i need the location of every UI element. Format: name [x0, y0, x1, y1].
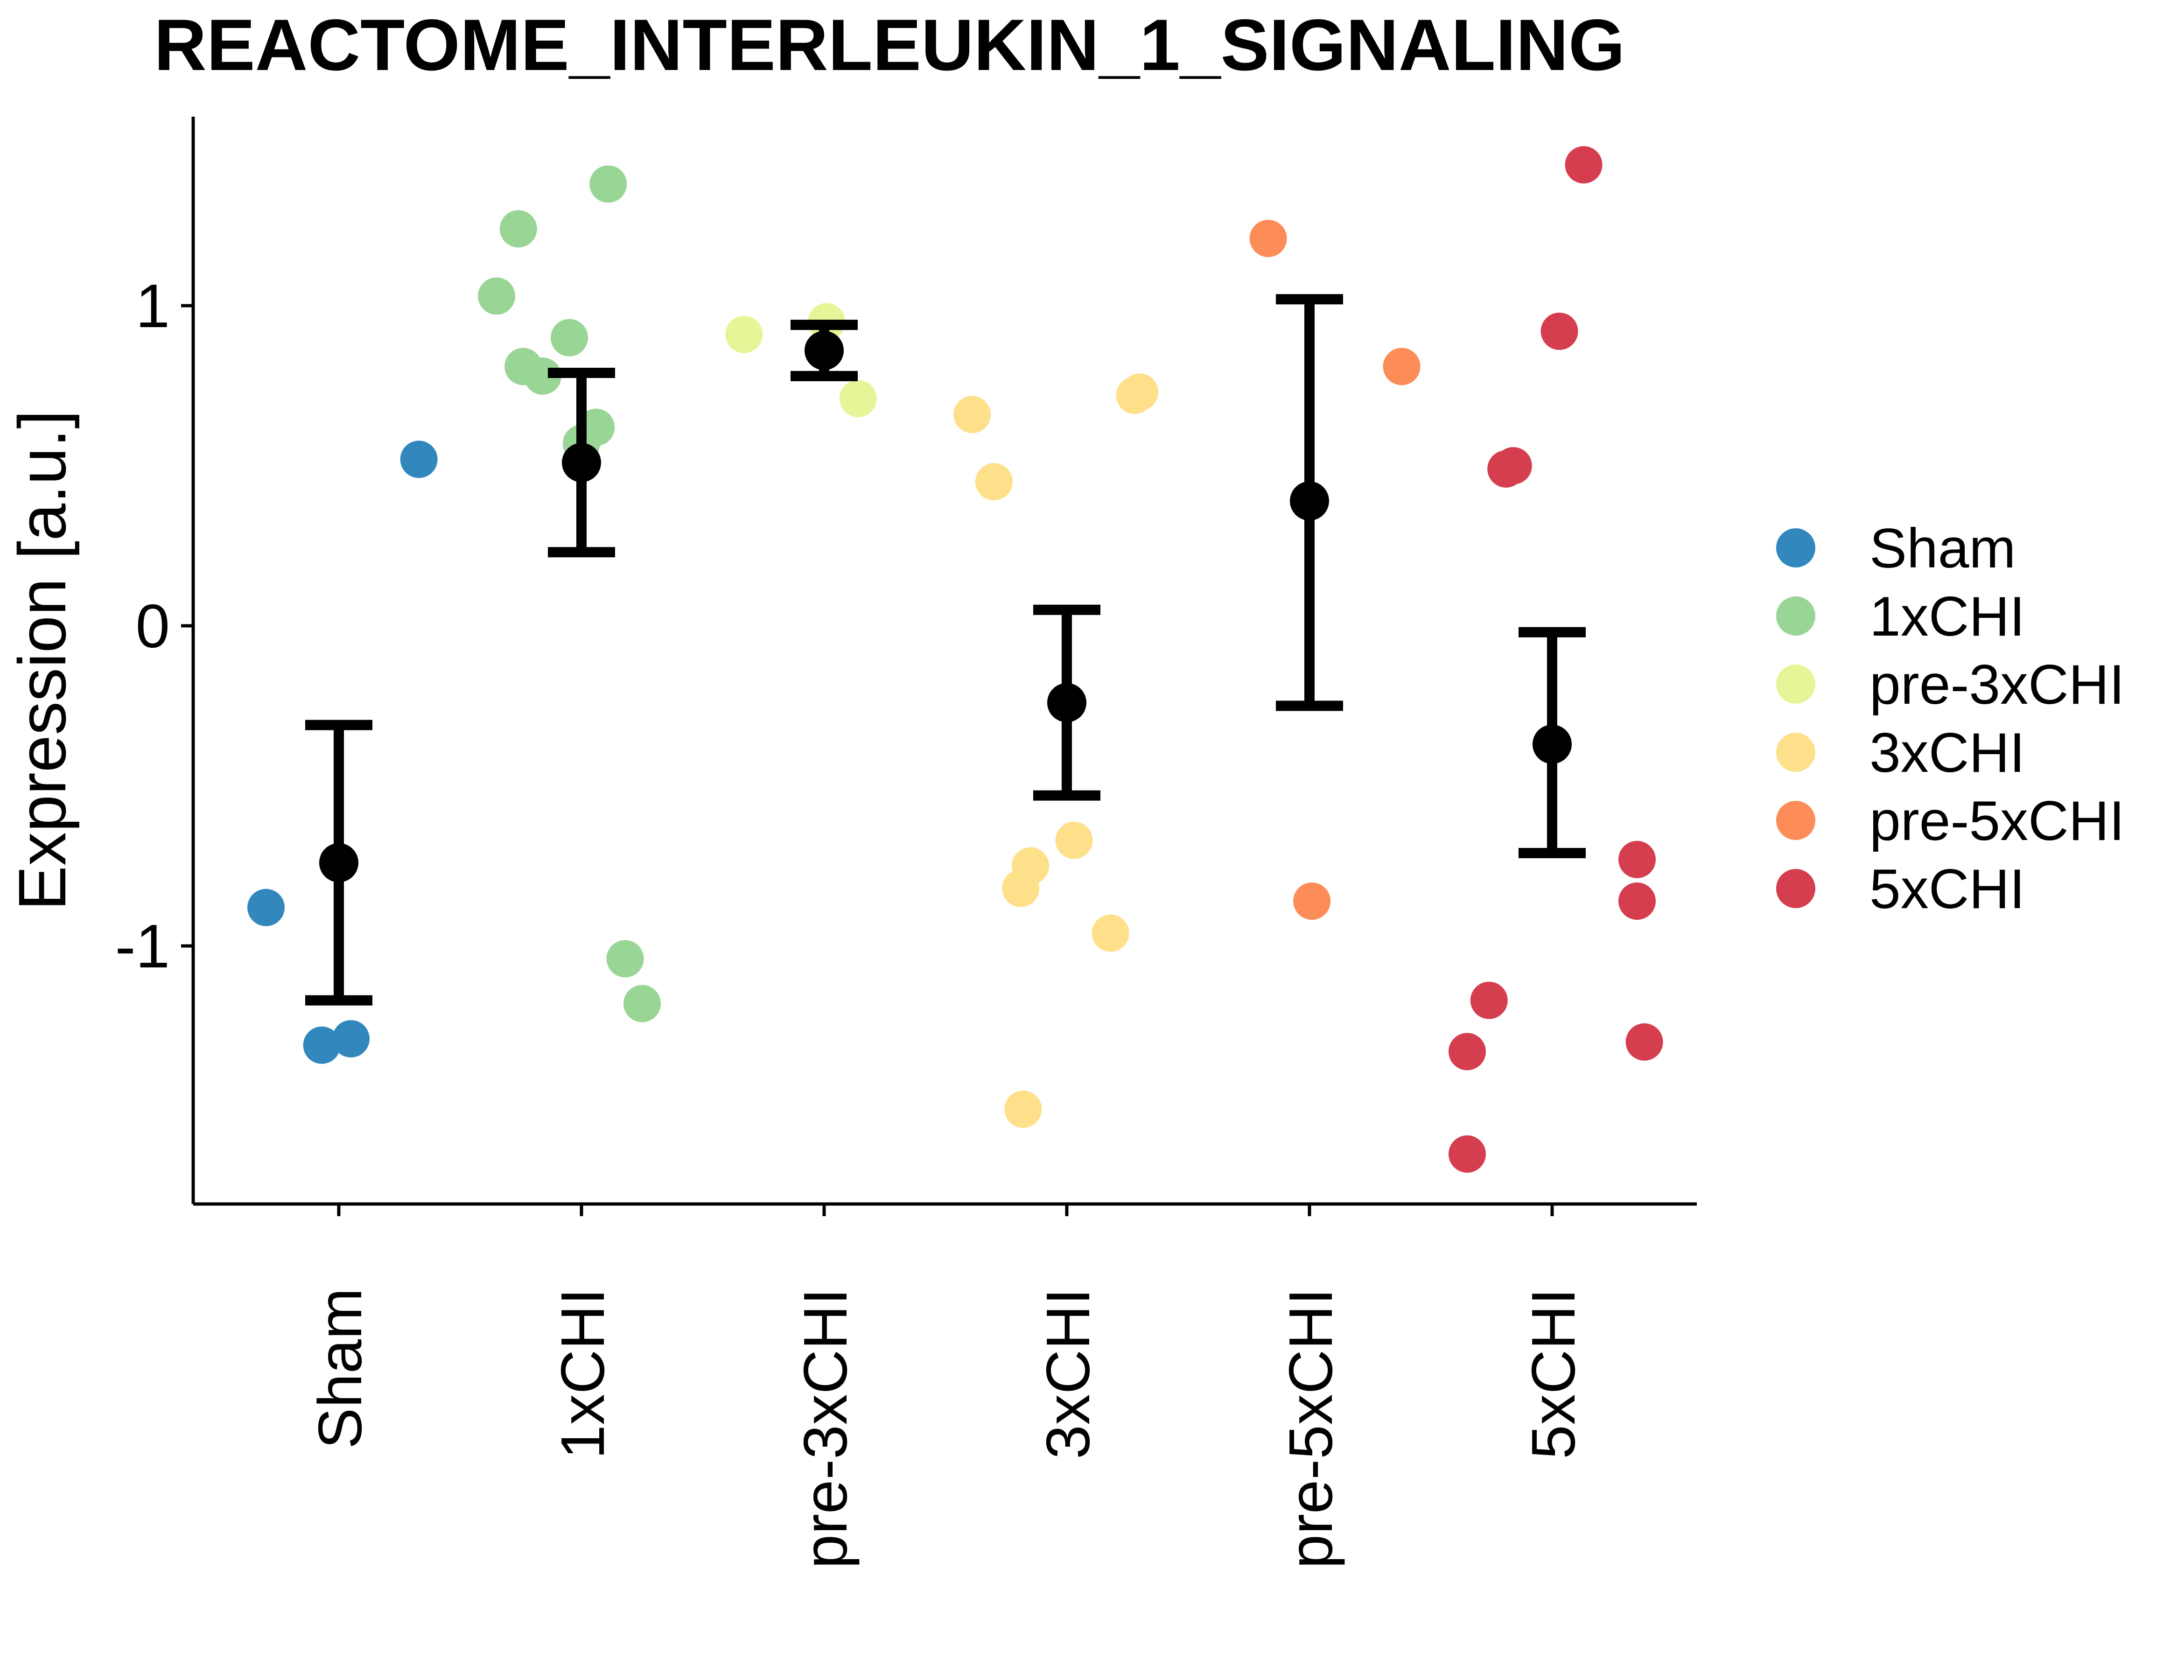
data-point-1xchi: [623, 985, 661, 1022]
x-tick-label-3xchi: 3xCHI: [1034, 1288, 1102, 1459]
legend-label: pre-5xCHI: [1869, 790, 2125, 852]
data-point-5xchi: [1565, 146, 1603, 184]
data-point-1xchi: [606, 940, 644, 978]
data-point-1xchi: [478, 277, 515, 315]
y-ticks: -1 0 1: [115, 272, 193, 980]
y-tick-label: -1: [115, 912, 170, 980]
legend-swatch: [1776, 528, 1815, 567]
y-tick-label: 1: [136, 272, 170, 340]
legend-item-pre-5xchi: pre-5xCHI: [1776, 790, 2125, 852]
error-bar-pre-5xchi: [1276, 294, 1343, 711]
data-point-5xchi: [1618, 840, 1656, 878]
mean-point-5xchi: [1533, 724, 1572, 764]
data-point-sham: [303, 1026, 341, 1064]
error-bar-5xchi: [1519, 627, 1586, 859]
chart-title: REACTOME_INTERLEUKIN_1_SIGNALING: [154, 5, 1625, 86]
legend-swatch: [1776, 733, 1815, 772]
error-bar-sham: [305, 720, 372, 1006]
legend-item-3xchi: 3xCHI: [1776, 721, 2025, 784]
data-point-3xchi: [1004, 1090, 1042, 1128]
y-tick-label: 0: [136, 592, 170, 660]
mean-point-3xchi: [1047, 683, 1086, 722]
data-point-5xchi: [1449, 1033, 1486, 1071]
axes: -1 0 1 Sham 1xCHI pre-3xCHI 3xCHI pre-5xCHI 5xC…: [115, 117, 1697, 1568]
data-point-3xchi: [1012, 847, 1049, 885]
data-point-1xchi: [551, 319, 588, 357]
data-point-pre-5xchi: [1383, 348, 1421, 385]
data-point-5xchi: [1625, 1023, 1663, 1061]
data-point-5xchi: [1494, 447, 1532, 484]
data-point-3xchi: [1092, 914, 1129, 952]
legend-swatch: [1776, 869, 1815, 908]
data-point-5xchi: [1618, 882, 1656, 920]
mean-point-1xchi: [562, 443, 601, 483]
data-point-pre-3xchi: [725, 315, 763, 353]
data-point-sham: [400, 441, 438, 478]
legend-swatch: [1776, 665, 1815, 704]
legend-label: pre-3xCHI: [1869, 653, 2125, 716]
legend-label: 3xCHI: [1869, 721, 2025, 784]
legend-label: 5xCHI: [1869, 858, 2025, 920]
x-tick-label-1xchi: 1xCHI: [548, 1288, 617, 1459]
legend-swatch: [1776, 596, 1815, 636]
legend-swatch: [1776, 801, 1815, 840]
legend-label: 1xCHI: [1869, 585, 2025, 648]
x-tick-label-sham: Sham: [306, 1288, 374, 1449]
data-point-1xchi: [499, 210, 537, 248]
data-point-3xchi: [1055, 821, 1093, 859]
data-point-pre-5xchi: [1293, 882, 1331, 920]
legend-item-5xchi: 5xCHI: [1776, 858, 2025, 920]
data-point-1xchi: [577, 408, 615, 446]
data-point-1xchi: [524, 357, 561, 395]
x-tick-label-pre-5xchi: pre-5xCHI: [1276, 1288, 1345, 1568]
data-point-5xchi: [1540, 312, 1578, 350]
x-tick-label-pre-3xchi: pre-3xCHI: [791, 1288, 860, 1568]
data-point-5xchi: [1449, 1135, 1486, 1173]
data-point-pre-5xchi: [1249, 219, 1287, 257]
x-ticks: Sham 1xCHI pre-3xCHI 3xCHI pre-5xCHI 5xCHI: [306, 1204, 1588, 1568]
data-point-sham: [247, 889, 285, 926]
legend-item-1xchi: 1xCHI: [1776, 585, 2025, 648]
data-point-pre-3xchi: [839, 379, 877, 417]
summary-markers: [305, 294, 1586, 1006]
data-point-sham: [332, 1020, 370, 1057]
data-points: [247, 146, 1663, 1173]
data-point-3xchi: [1121, 373, 1158, 411]
data-point-1xchi: [589, 165, 627, 203]
x-tick-label-5xchi: 5xCHI: [1519, 1288, 1588, 1459]
legend-label: Sham: [1869, 517, 2016, 580]
error-bar-1xchi: [548, 368, 615, 558]
mean-point-pre-3xchi: [805, 331, 844, 371]
error-bar-pre-3xchi: [791, 320, 858, 381]
y-axis-title: Expression [a.u.]: [5, 410, 80, 911]
data-point-5xchi: [1470, 981, 1508, 1019]
legend-item-pre-3xchi: pre-3xCHI: [1776, 653, 2125, 716]
mean-point-sham: [319, 843, 358, 882]
legend-item-sham: Sham: [1776, 517, 2016, 580]
plot-area: [247, 146, 1663, 1173]
error-bar-3xchi: [1033, 604, 1100, 801]
mean-point-pre-5xchi: [1290, 481, 1329, 521]
data-point-3xchi: [953, 396, 991, 434]
data-point-3xchi: [975, 463, 1013, 501]
